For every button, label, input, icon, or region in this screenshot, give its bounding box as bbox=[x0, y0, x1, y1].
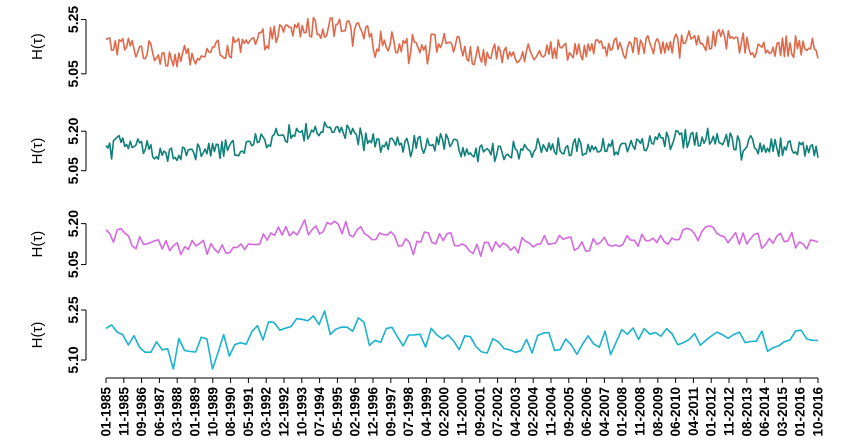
x-tick-label: 10-2016 bbox=[811, 387, 826, 437]
x-tick-label: 06-2006 bbox=[579, 387, 594, 437]
x-tick-label: 04-2011 bbox=[686, 387, 701, 436]
series-line bbox=[105, 121, 819, 163]
y-tick-label: 5.25 bbox=[65, 6, 81, 33]
x-tick-label: 01-2016 bbox=[793, 387, 808, 437]
x-tick-label: 05-1995 bbox=[330, 387, 345, 437]
panel-4: 5.10 5.25 H(τ) bbox=[29, 296, 819, 374]
y-axis-label: H(τ) bbox=[29, 138, 46, 165]
series-line bbox=[105, 16, 819, 68]
x-tick-label: 04-2007 bbox=[597, 387, 612, 437]
x-tick-label: 02-2004 bbox=[526, 387, 541, 437]
x-tick-label: 08-1990 bbox=[223, 387, 238, 437]
panel-2: 5.05 5.20 H(τ) bbox=[29, 117, 819, 184]
x-tick-label: 08-2009 bbox=[650, 387, 665, 437]
y-tick-label: 5.05 bbox=[65, 251, 81, 278]
y-axis-label: H(τ) bbox=[29, 322, 46, 349]
x-tick-label: 06-2014 bbox=[757, 387, 772, 437]
x-tick-label: 04-1999 bbox=[419, 387, 434, 437]
y-tick-label: 5.10 bbox=[65, 346, 81, 373]
x-tick-label: 03-1992 bbox=[259, 387, 274, 437]
x-tick-label: 06-1987 bbox=[152, 387, 167, 437]
x-tick-label: 02-1996 bbox=[348, 387, 363, 437]
series-line bbox=[105, 310, 819, 370]
y-axis-label: H(τ) bbox=[29, 231, 46, 258]
y-tick-label: 5.05 bbox=[65, 60, 81, 87]
x-tick-label: 11-1985 bbox=[116, 387, 131, 436]
x-tick-label: 10-1993 bbox=[294, 387, 309, 437]
x-tick-label: 11-2008 bbox=[633, 387, 648, 436]
y-tick-label: 5.20 bbox=[65, 117, 81, 144]
x-tick-label: 11-2012 bbox=[722, 387, 737, 436]
panel-3: 5.05 5.20 H(τ) bbox=[29, 210, 819, 278]
x-tick-label: 12-1992 bbox=[277, 387, 292, 437]
y-tick-label: 5.05 bbox=[65, 157, 81, 184]
x-tick-label: 09-2001 bbox=[472, 387, 487, 437]
x-tick-label: 03-2015 bbox=[775, 387, 790, 437]
panels-layer: 5.055.25H(τ)5.055.20H(τ)5.055.20H(τ)5.10… bbox=[29, 6, 819, 374]
series-line bbox=[105, 219, 819, 258]
x-tick-label: 07-2002 bbox=[490, 387, 505, 437]
x-tick-label: 07-1994 bbox=[312, 387, 327, 437]
x-tick-label: 12-1996 bbox=[366, 387, 381, 437]
x-tick-label: 07-1998 bbox=[401, 387, 416, 437]
x-tick-label: 06-2010 bbox=[668, 387, 683, 437]
panel-1: 5.05 5.25 H(τ) bbox=[29, 6, 819, 87]
x-tick-label: 02-2000 bbox=[437, 387, 452, 437]
x-tick-label: 03-1988 bbox=[170, 387, 185, 437]
x-tick-label: 11-2000 bbox=[455, 387, 470, 436]
x-tick-label: 09-1986 bbox=[134, 387, 149, 437]
x-tick-label: 05-1991 bbox=[241, 387, 256, 437]
x-axis: 01-1985 11-1985 09-1986 06-1987 03-1988 01-19… bbox=[99, 377, 826, 437]
x-tick-label: 09-1997 bbox=[383, 387, 398, 437]
x-tick-label: 11-2004 bbox=[544, 387, 559, 436]
x-tick-label: 01-1985 bbox=[99, 387, 114, 437]
y-tick-label: 5.25 bbox=[65, 296, 81, 323]
x-tick-label: 01-2008 bbox=[615, 387, 630, 437]
x-tick-label: 01-1989 bbox=[188, 387, 203, 437]
x-tick-label: 10-1989 bbox=[205, 387, 220, 437]
x-tick-label: 09-2005 bbox=[561, 387, 576, 437]
y-axis-label: H(τ) bbox=[29, 33, 46, 60]
y-tick-label: 5.20 bbox=[65, 210, 81, 237]
x-tick-label: 04-2003 bbox=[508, 387, 523, 437]
x-tick-label: 01-2012 bbox=[704, 387, 719, 437]
x-tick-label: 08-2013 bbox=[739, 387, 754, 437]
